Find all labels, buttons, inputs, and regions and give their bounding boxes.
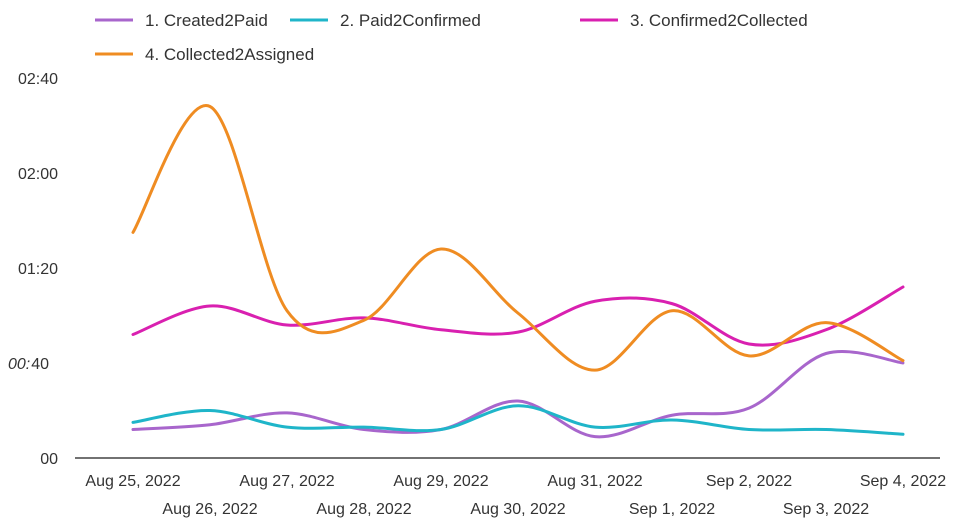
y-tick-label: 01:20	[18, 261, 58, 278]
y-tick-label-prefix: 00:	[8, 356, 30, 373]
legend-label: 4. Collected2Assigned	[145, 45, 314, 64]
legend-label: 3. Confirmed2Collected	[630, 11, 808, 30]
x-tick-label: Aug 29, 2022	[393, 473, 488, 490]
legend-label: 1. Created2Paid	[145, 11, 268, 30]
x-tick-label: Aug 30, 2022	[470, 501, 565, 518]
x-tick-label: Aug 31, 2022	[547, 473, 642, 490]
legend-item[interactable]: 4. Collected2Assigned	[95, 45, 314, 64]
y-tick-label: 02:00	[18, 166, 58, 183]
x-tick-label: Aug 27, 2022	[239, 473, 334, 490]
series-lines	[131, 104, 905, 439]
y-tick-label: 02:40	[18, 71, 58, 88]
series-line-3[interactable]	[131, 285, 905, 347]
x-tick-label: Sep 2, 2022	[706, 473, 792, 490]
x-axis-ticks: Aug 25, 2022 Aug 26, 2022 Aug 27, 2022 Aug …	[85, 473, 946, 518]
legend-item[interactable]: 1. Created2Paid	[95, 11, 268, 30]
x-tick-label: Sep 1, 2022	[629, 501, 715, 518]
legend-label: 2. Paid2Confirmed	[340, 11, 481, 30]
x-tick-label: Aug 28, 2022	[316, 501, 411, 518]
x-tick-label: Aug 25, 2022	[85, 473, 180, 490]
y-tick-label: 00	[40, 451, 58, 468]
x-tick-label: Sep 3, 2022	[783, 501, 869, 518]
legend-item[interactable]: 3. Confirmed2Collected	[580, 11, 808, 30]
y-axis-ticks: 00 00: 40 01:20 02:00 02:40	[8, 71, 58, 468]
legend: 1. Created2Paid 2. Paid2Confirmed 3. Confi…	[95, 11, 808, 64]
x-tick-label: Aug 26, 2022	[162, 501, 257, 518]
x-tick-label: Sep 4, 2022	[860, 473, 946, 490]
y-tick-label: 40	[31, 356, 49, 373]
legend-item[interactable]: 2. Paid2Confirmed	[290, 11, 481, 30]
series-line-2[interactable]	[131, 404, 905, 436]
series-line-4[interactable]	[131, 104, 905, 372]
series-line-1[interactable]	[131, 349, 905, 439]
